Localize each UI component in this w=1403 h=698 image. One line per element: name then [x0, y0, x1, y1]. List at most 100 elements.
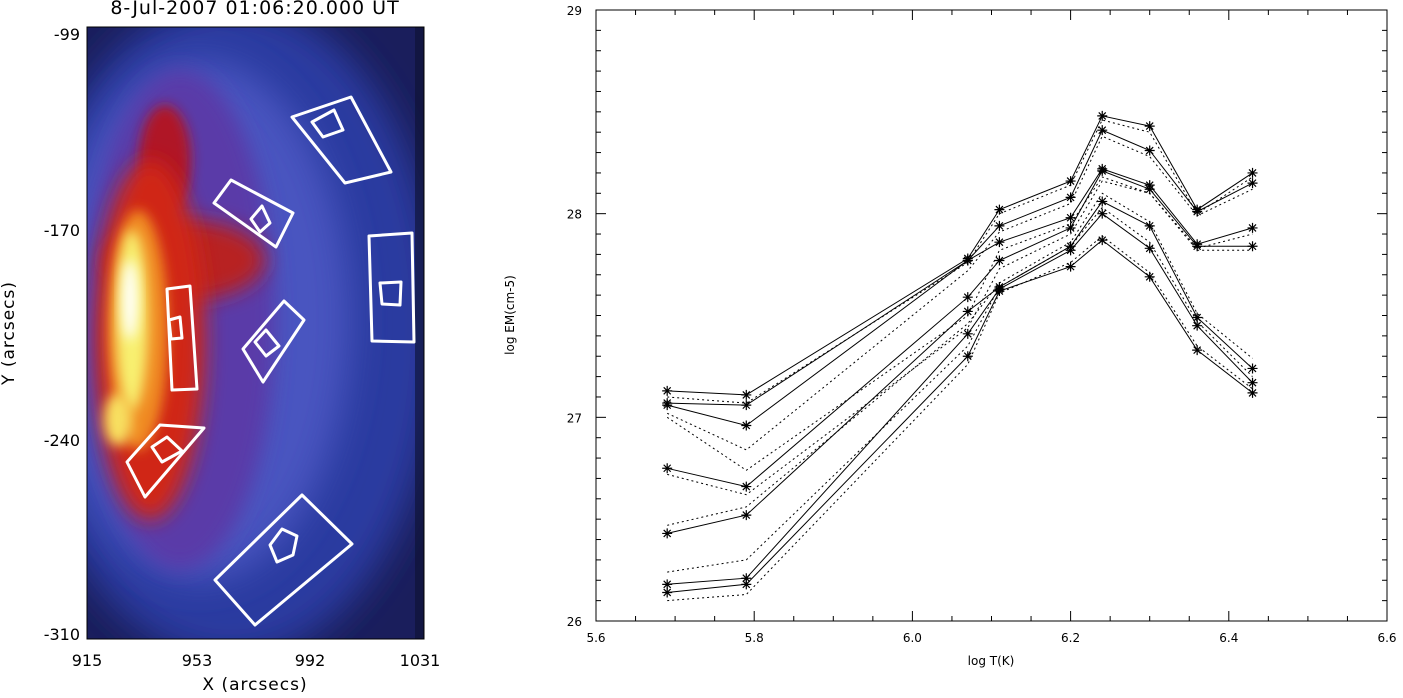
y-tick-label: 29	[567, 4, 582, 18]
limb-dark-edge	[415, 27, 424, 639]
data-point-asterisk	[1097, 125, 1108, 136]
y-tick-label: 26	[567, 615, 582, 629]
chart-y-axis-label: log EM(cm-5)	[503, 275, 517, 355]
data-point-asterisk	[662, 528, 673, 539]
x-tick-label: 6.0	[903, 631, 922, 645]
data-point-asterisk	[1065, 212, 1076, 223]
data-point-asterisk	[962, 306, 973, 317]
data-point-asterisk	[1065, 192, 1076, 203]
data-point-asterisk	[1097, 165, 1108, 176]
image-ytick-label: -99	[54, 25, 80, 44]
chart-x-axis-label: log T(K)	[968, 654, 1015, 668]
region-box-6	[125, 423, 206, 499]
data-point-asterisk	[1144, 271, 1155, 282]
series-line-dotted	[667, 235, 1253, 602]
series-line-dotted	[667, 119, 1253, 404]
region-box-1-inner	[310, 108, 345, 139]
data-point-asterisk	[1144, 220, 1155, 231]
region-contours	[125, 95, 416, 627]
image-y-ticks: -99 -170 -240 -310	[44, 25, 80, 644]
series-line-dotted	[666, 176, 1253, 471]
data-point-asterisk	[1247, 222, 1258, 233]
image-ytick-label: -240	[44, 431, 80, 450]
data-point-asterisk	[962, 292, 973, 303]
region-box-2-inner	[249, 204, 272, 234]
flare-lower-yellow	[104, 394, 132, 446]
em-chart-panel: 5.6 5.8 6.0 6.2 6.4 6.6 26 27 28 29 log T(K) log …	[480, 0, 1403, 694]
data-point-asterisk	[994, 204, 1005, 215]
data-point-asterisk	[1247, 241, 1258, 252]
image-title: 8-Jul-2007 01:06:20.000 UT	[110, 0, 399, 19]
image-frame	[86, 26, 425, 640]
data-point-asterisk	[741, 400, 752, 411]
data-point-asterisk	[1144, 121, 1155, 132]
image-xtick-label: 915	[72, 651, 103, 670]
data-point-asterisk	[1065, 261, 1076, 272]
x-tick-label: 5.8	[745, 631, 764, 645]
data-point-asterisk	[1097, 208, 1108, 219]
region-box-4-inner	[167, 315, 184, 341]
data-point-asterisk	[1192, 345, 1203, 356]
data-point-asterisk	[1247, 377, 1258, 388]
data-point-asterisk	[962, 351, 973, 362]
data-point-asterisk	[741, 389, 752, 400]
x-tick-label: 6.6	[1377, 631, 1396, 645]
data-point-asterisk	[741, 579, 752, 590]
data-point-asterisk	[741, 481, 752, 492]
solar-emission-map	[87, 27, 424, 639]
series-line-dotted	[666, 135, 1253, 451]
data-point-asterisk	[1144, 243, 1155, 254]
data-point-asterisk	[1065, 222, 1076, 233]
data-point-asterisk	[1247, 167, 1258, 178]
data-point-asterisk	[1192, 241, 1203, 252]
data-point-asterisk	[741, 510, 752, 521]
image-xtick-label: 1031	[400, 651, 441, 670]
data-point-asterisk	[1247, 363, 1258, 374]
data-point-asterisk	[662, 587, 673, 598]
x-tick-label: 6.2	[1061, 631, 1080, 645]
image-xtick-label: 953	[182, 651, 213, 670]
series-line-solid	[667, 170, 1253, 488]
region-box-7	[213, 493, 354, 627]
data-point-asterisk	[1065, 176, 1076, 187]
image-y-axis-label: Y (arcsecs)	[0, 281, 19, 386]
data-point-asterisk	[1192, 312, 1203, 323]
y-tick-label: 27	[567, 411, 582, 425]
x-tick-label: 5.6	[586, 631, 605, 645]
data-point-asterisk	[1097, 235, 1108, 246]
series-line-dotted	[667, 206, 1253, 573]
image-x-ticks: 915 953 992 1031	[72, 651, 441, 670]
data-point-asterisk	[662, 579, 673, 590]
region-box-5-inner	[253, 328, 281, 358]
solar-image-figure: 8-Jul-2007 01:06:20.000 UT	[0, 0, 441, 695]
series-line-solid	[667, 200, 1253, 534]
data-point-asterisk	[662, 463, 673, 474]
x-tick-label: 6.4	[1219, 631, 1238, 645]
data-point-asterisk	[1097, 196, 1108, 207]
series-line-dotted	[667, 180, 1253, 496]
data-point-asterisk	[1065, 245, 1076, 256]
data-point-asterisk	[994, 237, 1005, 248]
region-box-4	[165, 284, 199, 392]
data-point-asterisk	[994, 286, 1005, 297]
data-point-asterisk	[994, 220, 1005, 231]
chart-ticks: 5.6 5.8 6.0 6.2 6.4 6.6 26 27 28 29	[567, 4, 1397, 645]
image-x-axis-label: X (arcsecs)	[202, 675, 307, 694]
data-point-asterisk	[1144, 184, 1155, 195]
data-point-asterisk	[962, 255, 973, 266]
plot-frame	[595, 9, 1388, 622]
data-point-asterisk	[1144, 145, 1155, 156]
image-ytick-label: -170	[44, 221, 80, 240]
region-box-7-inner	[268, 527, 299, 564]
data-point-asterisk	[1192, 320, 1203, 331]
region-box-3	[367, 231, 416, 344]
region-box-3-inner	[378, 280, 403, 307]
data-point-asterisk	[962, 328, 973, 339]
data-point-asterisk	[1247, 178, 1258, 189]
solar-image-panel: 8-Jul-2007 01:06:20.000 UT	[0, 0, 460, 695]
region-box-6-inner	[150, 435, 184, 464]
chart-series	[662, 110, 1258, 602]
data-point-asterisk	[1247, 387, 1258, 398]
y-tick-label: 28	[567, 208, 582, 222]
em-chart: 5.6 5.8 6.0 6.2 6.4 6.6 26 27 28 29 log T(K) log …	[503, 4, 1397, 668]
